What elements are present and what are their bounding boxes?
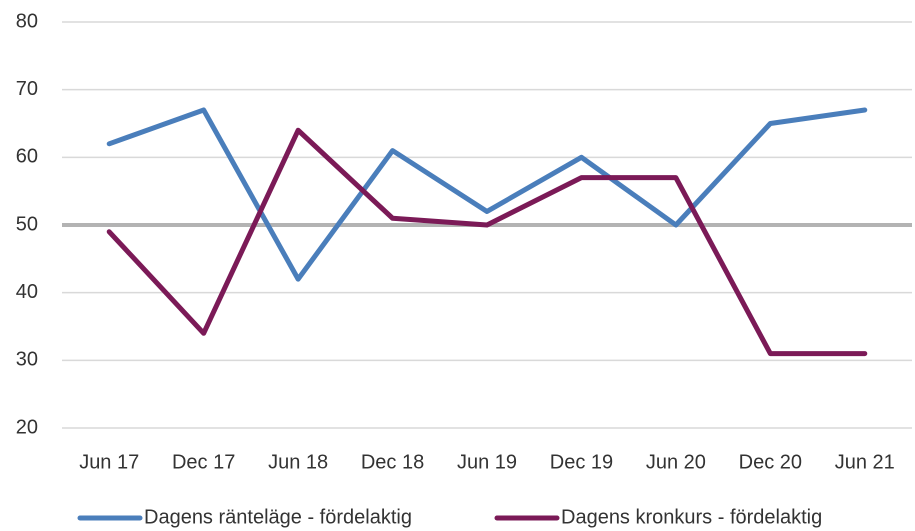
- series-line: [106, 107, 868, 282]
- x-tick-label: Jun 19: [457, 451, 517, 473]
- series-line: [106, 127, 868, 357]
- y-tick-label: 70: [16, 78, 38, 100]
- y-tick-label: 50: [16, 213, 38, 235]
- x-tick-label: Jun 21: [835, 451, 895, 473]
- y-tick-label: 80: [16, 10, 38, 32]
- y-tick-label: 40: [16, 281, 38, 303]
- x-tick-label: Dec 19: [550, 451, 613, 473]
- legend-label: Dagens kronkurs - fördelaktig: [561, 506, 822, 528]
- legend-label: Dagens ränteläge - fördelaktig: [144, 506, 412, 528]
- y-tick-label: 60: [16, 146, 38, 168]
- y-tick-label: 20: [16, 416, 38, 438]
- y-tick-label: 30: [16, 349, 38, 371]
- x-tick-label: Jun 20: [646, 451, 706, 473]
- x-tick-label: Dec 18: [361, 451, 424, 473]
- x-tick-label: Dec 17: [172, 451, 235, 473]
- x-tick-label: Jun 17: [79, 451, 139, 473]
- x-tick-label: Jun 18: [268, 451, 328, 473]
- x-tick-label: Dec 20: [739, 451, 802, 473]
